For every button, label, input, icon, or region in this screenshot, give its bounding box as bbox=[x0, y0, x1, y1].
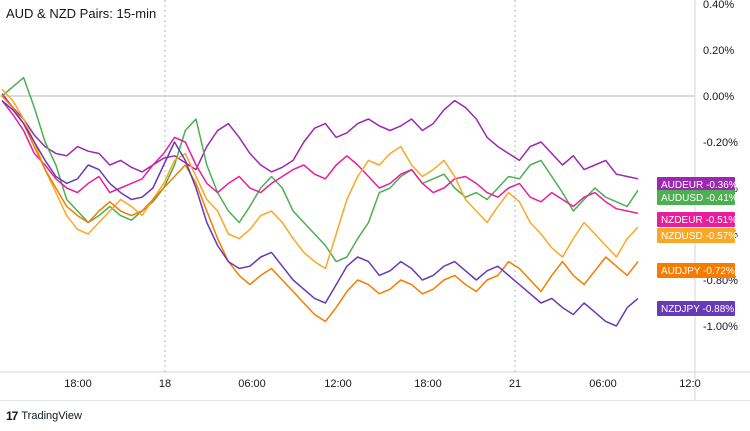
value-tag-label: AUDJPY -0.72% bbox=[661, 266, 735, 277]
chart-title: AUD & NZD Pairs: 15-min bbox=[6, 6, 157, 21]
x-tick-label: 18:00 bbox=[414, 378, 442, 390]
y-tick-label: -0.20% bbox=[703, 137, 738, 149]
series-line-audusd bbox=[1, 76, 639, 263]
value-tag-label: NZDEUR -0.51% bbox=[661, 215, 737, 226]
chart-canvas[interactable]: 0.40%0.20%0.00%-0.20%-0.40%-0.60%-0.80%-… bbox=[0, 0, 750, 400]
value-tag-label: NZDUSD -0.57% bbox=[661, 231, 737, 242]
value-tag-audeur bbox=[657, 177, 735, 192]
value-tag-label: AUDUSD -0.41% bbox=[661, 193, 738, 204]
x-tick-label: 12:00 bbox=[324, 378, 352, 390]
value-tag-audjpy bbox=[657, 263, 735, 278]
series-line-nzdeur bbox=[1, 100, 639, 215]
x-tick-label: 18:00 bbox=[64, 378, 92, 390]
footer-bar: 17 TradingView bbox=[0, 400, 750, 431]
x-tick-label: 06:00 bbox=[589, 378, 617, 390]
tradingview-brand[interactable]: 17 TradingView bbox=[6, 409, 82, 423]
series-line-nzdjpy bbox=[1, 100, 639, 327]
x-tick-label: 12:0 bbox=[679, 378, 700, 390]
value-tag-nzdjpy bbox=[657, 301, 735, 316]
x-tick-label: 06:00 bbox=[238, 378, 266, 390]
y-tick-label: 0.40% bbox=[703, 0, 734, 11]
tradingview-logo-icon: 17 bbox=[6, 409, 18, 423]
value-tag-label: AUDEUR -0.36% bbox=[661, 180, 738, 191]
value-tag-audusd bbox=[657, 190, 735, 205]
value-tag-label: NZDJPY -0.88% bbox=[661, 304, 734, 315]
y-tick-label: 0.00% bbox=[703, 91, 734, 103]
value-tag-nzdusd bbox=[657, 228, 735, 243]
y-tick-label: 0.20% bbox=[703, 45, 734, 57]
value-tag-nzdeur bbox=[657, 212, 735, 227]
series-line-audjpy bbox=[1, 95, 639, 323]
series-line-audeur bbox=[1, 93, 639, 180]
y-tick-label: -1.00% bbox=[703, 321, 738, 333]
x-tick-label: 18 bbox=[159, 378, 171, 390]
series-line-nzdusd bbox=[1, 88, 639, 270]
x-tick-label: 21 bbox=[509, 378, 521, 390]
brand-name: TradingView bbox=[21, 410, 82, 422]
